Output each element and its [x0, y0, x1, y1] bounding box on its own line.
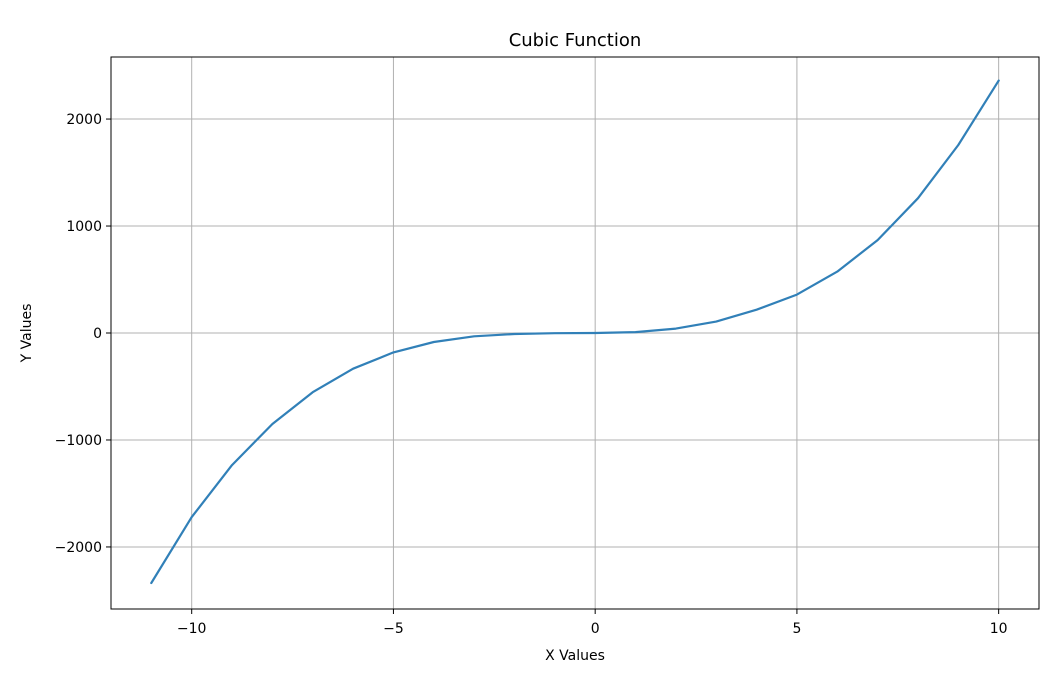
- y-tick-label: −1000: [55, 433, 102, 449]
- x-tick-label: −5: [383, 621, 404, 637]
- ticks: −10 −5 0 5 10 −2000 −1000 0 1000 2000: [55, 112, 1008, 637]
- series-line: [150, 79, 1000, 585]
- y-tick-label: 0: [93, 326, 102, 342]
- x-axis-label: X Values: [545, 648, 605, 664]
- y-axis-label: Y Values: [19, 304, 35, 364]
- x-tick-label: 10: [990, 621, 1008, 637]
- x-tick-label: 0: [591, 621, 600, 637]
- y-tick-label: 1000: [66, 219, 102, 235]
- y-tick-label: −2000: [55, 540, 102, 556]
- x-tick-label: −10: [177, 621, 207, 637]
- chart-title: Cubic Function: [509, 30, 642, 51]
- y-tick-label: 2000: [66, 112, 102, 128]
- x-tick-label: 5: [792, 621, 801, 637]
- grid: [111, 57, 1039, 609]
- series-layer: [150, 79, 1000, 585]
